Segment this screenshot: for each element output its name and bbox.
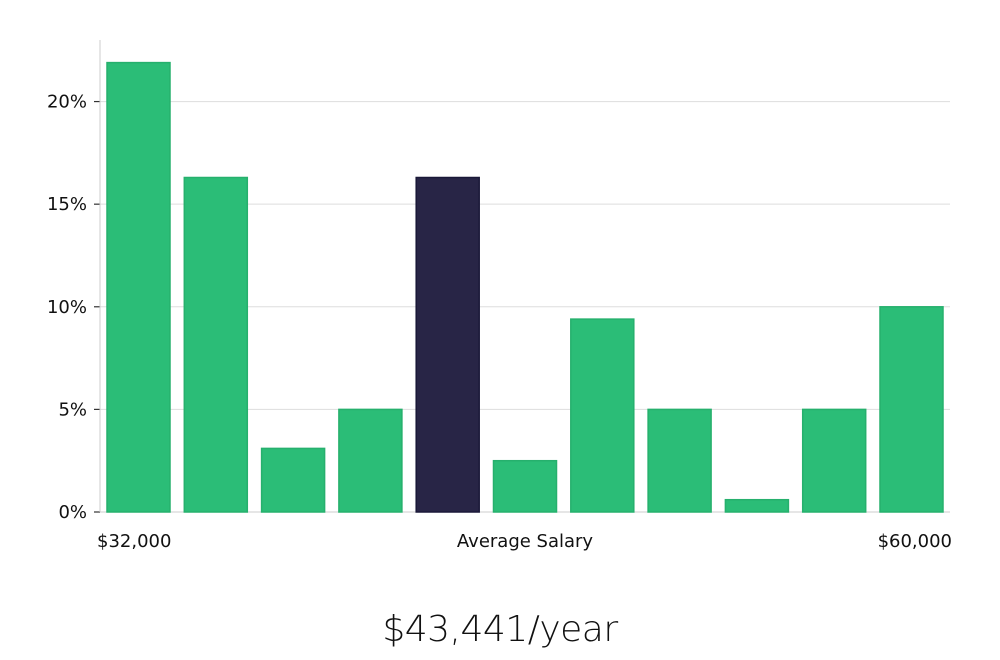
bar — [724, 498, 790, 513]
x-center-label: Average Salary — [457, 531, 594, 552]
y-tick-label: 10% — [47, 297, 87, 318]
bar — [801, 408, 867, 513]
bar — [106, 61, 171, 513]
x-min-label: $32,000 — [97, 531, 171, 552]
y-tick-label: 20% — [47, 92, 87, 113]
y-tick-labels: 0% 5% 10% 15% 20% — [47, 92, 87, 523]
bar — [647, 408, 712, 513]
bar — [260, 447, 326, 513]
bars — [106, 61, 944, 513]
bar — [492, 459, 558, 513]
x-axis-labels: $32,000 Average Salary $60,000 — [97, 531, 952, 552]
bar-average-salary — [415, 176, 480, 513]
salary-histogram: 0% 5% 10% 15% 20% $32,000 Average Salary $60… — [47, 40, 952, 552]
bar — [879, 306, 944, 513]
y-tick-label: 15% — [47, 194, 87, 215]
average-salary-value: $43,441/year — [382, 609, 618, 650]
x-max-label: $60,000 — [878, 531, 952, 552]
y-tick-label: 0% — [58, 502, 87, 523]
bar — [570, 318, 635, 513]
y-tick-label: 5% — [58, 399, 87, 420]
bar — [338, 408, 403, 513]
bar — [183, 176, 249, 513]
